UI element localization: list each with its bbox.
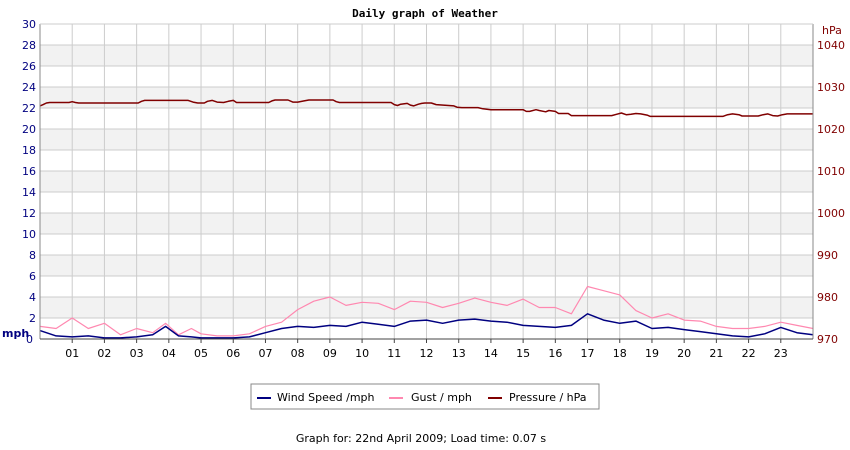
x-tick-label: 19: [645, 347, 659, 360]
left-tick-label: 0: [26, 333, 33, 346]
x-tick-label: 16: [548, 347, 562, 360]
x-tick-label: 04: [162, 347, 176, 360]
left-tick-label: 6: [29, 270, 36, 283]
x-tick-label: 08: [291, 347, 305, 360]
x-tick-label: 21: [709, 347, 723, 360]
x-tick-label: 18: [613, 347, 627, 360]
x-tick-label: 10: [355, 347, 369, 360]
left-tick-label: 16: [22, 165, 36, 178]
x-tick-label: 11: [387, 347, 401, 360]
x-tick-label: 23: [774, 347, 788, 360]
left-tick-label: 26: [22, 60, 36, 73]
left-tick-label: 12: [22, 207, 36, 220]
x-tick-label: 17: [581, 347, 595, 360]
right-tick-label: 1000: [817, 207, 845, 220]
left-tick-label: 18: [22, 144, 36, 157]
x-tick-label: 15: [516, 347, 530, 360]
right-tick-label: 1040: [817, 39, 845, 52]
series-line-pressure: [39, 99, 813, 118]
legend-label-pressure: Pressure / hPa: [509, 391, 587, 404]
legend-label-gust: Gust / mph: [411, 391, 472, 404]
footer-text: Graph for: 22nd April 2009; Load time: 0…: [296, 432, 547, 445]
series-line-gust: [39, 285, 814, 337]
right-tick-label: 1030: [817, 81, 845, 94]
x-tick-label: 07: [258, 347, 272, 360]
right-tick-label: 970: [817, 333, 838, 346]
chart-title: Daily graph of Weather: [352, 7, 498, 20]
right-tick-label: 980: [817, 291, 838, 304]
left-tick-label: 24: [22, 81, 36, 94]
x-tick-label: 14: [484, 347, 498, 360]
x-tick-label: 01: [65, 347, 79, 360]
x-tick-label: 06: [226, 347, 240, 360]
right-tick-label: 990: [817, 249, 838, 262]
x-tick-label: 20: [677, 347, 691, 360]
left-tick-label: 14: [22, 186, 36, 199]
left-tick-label: 20: [22, 123, 36, 136]
right-tick-label: 1020: [817, 123, 845, 136]
x-tick-label: 12: [420, 347, 434, 360]
series-layer: [39, 99, 814, 339]
legend: Wind Speed /mph Gust / mph Pressure / hP…: [250, 383, 600, 410]
legend-label-wind: Wind Speed /mph: [277, 391, 375, 404]
left-tick-label: 4: [29, 291, 36, 304]
right-tick-label: 1010: [817, 165, 845, 178]
x-tick-label: 05: [194, 347, 208, 360]
x-tick-label: 13: [452, 347, 466, 360]
x-tick-label: 22: [742, 347, 756, 360]
left-tick-label: 30: [22, 18, 36, 31]
left-tick-label: 22: [22, 102, 36, 115]
series-line-wind: [39, 313, 814, 339]
left-tick-label: 10: [22, 228, 36, 241]
x-tick-label: 09: [323, 347, 337, 360]
left-tick-label: 2: [29, 312, 36, 325]
x-tick-label: 03: [130, 347, 144, 360]
left-tick-label: 28: [22, 39, 36, 52]
x-tick-label: 02: [97, 347, 111, 360]
legend-box: [250, 383, 600, 410]
right-axis-unit-label: hPa: [822, 24, 842, 37]
left-axis-unit-label: mph: [2, 327, 29, 340]
left-tick-label: 8: [29, 249, 36, 262]
